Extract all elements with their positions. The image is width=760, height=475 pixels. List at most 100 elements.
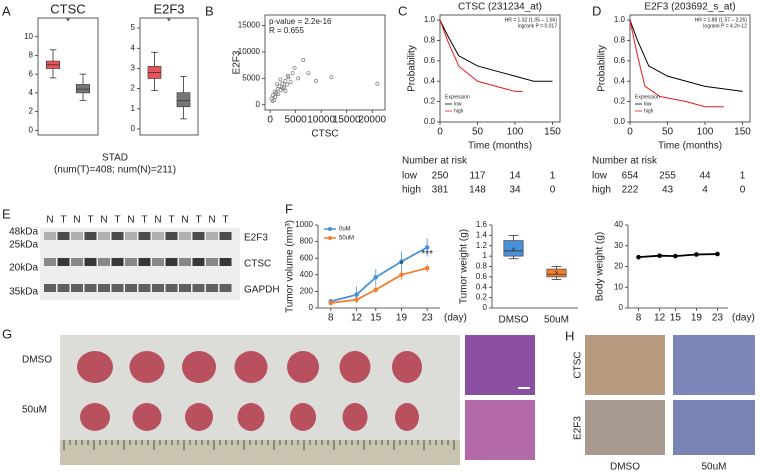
x-tick-label: 0	[627, 127, 633, 138]
point	[283, 79, 288, 83]
point	[424, 265, 430, 271]
point	[399, 272, 404, 278]
risk-row-label: high	[592, 185, 611, 196]
tumor	[287, 351, 319, 383]
x-tick-label: 150	[544, 127, 561, 138]
annotation: HR = 1.32 (1.05 – 1.66)	[505, 17, 558, 23]
x-tick-label: 5000	[285, 115, 308, 126]
chart-title: E2F3 (203692_s_at)	[644, 2, 735, 13]
plot-frame	[37, 17, 99, 136]
y-axis-label: Tumor volume (mm³)	[285, 220, 296, 313]
blot-band	[192, 284, 205, 292]
x-tick-label: 20000	[358, 115, 386, 126]
point	[285, 82, 289, 87]
y-tick-label: 0.2	[424, 97, 436, 106]
x-axis-label: Time (months)	[658, 141, 722, 152]
point	[715, 251, 720, 257]
blot-band	[165, 284, 178, 292]
risk-value: 654	[622, 171, 639, 182]
point	[301, 57, 306, 62]
y-tick-label: 0.4	[476, 282, 488, 291]
risk-title: Number at risk	[402, 156, 468, 167]
point	[306, 71, 311, 76]
point	[673, 253, 678, 259]
point	[694, 252, 699, 257]
lane-label: T	[141, 215, 147, 226]
blot-band	[152, 258, 164, 266]
y-tick-label: 0	[619, 303, 624, 312]
x-axis-label: Time (months)	[468, 141, 532, 152]
protein-label: GAPDH	[244, 285, 280, 296]
lane-label: T	[87, 215, 93, 226]
blot-band	[84, 232, 97, 240]
tumor	[342, 403, 368, 431]
ihc-row-label: E2F3	[573, 416, 584, 440]
tumor	[290, 403, 316, 431]
risk-value: 43	[662, 185, 674, 196]
y-tick-label: 0.4	[424, 76, 436, 85]
y-tick-label: 0.6	[424, 56, 436, 65]
blot-band	[71, 258, 83, 266]
point	[290, 71, 295, 76]
point	[283, 89, 288, 93]
lane-label: T	[168, 215, 174, 226]
risk-value: 14	[509, 171, 521, 182]
blot-band	[152, 284, 164, 292]
x-tick-label: 100	[697, 127, 714, 138]
blot-band	[98, 284, 110, 292]
lane-label: T	[60, 215, 66, 226]
y-tick-label: 0.8	[476, 262, 488, 271]
legend-label: low	[454, 101, 462, 107]
marker-label: 20kDa	[9, 263, 38, 274]
blot-band	[138, 232, 151, 240]
point	[328, 300, 334, 306]
stad-subtitle: (num(T)=408; num(N)=211)	[54, 165, 176, 176]
y-tick-label: 1.0	[424, 15, 436, 24]
legend-marker	[328, 236, 332, 240]
y-tick-label: 0.6	[476, 272, 488, 281]
point	[277, 84, 282, 89]
y-tick-label: 200	[300, 287, 314, 296]
marker-label: 35kDa	[9, 287, 38, 298]
blot-band	[165, 232, 178, 240]
blot-band	[138, 258, 151, 266]
y-axis-label: Body weight (g)	[595, 232, 606, 301]
y-tick-label: 0.4	[614, 76, 626, 85]
marker-label: 25kDa	[9, 240, 38, 251]
y-tick-label: 10000	[238, 47, 261, 56]
tumor	[80, 403, 110, 431]
ihc-col-label: DMSO	[610, 462, 640, 473]
group-label: 50uM	[22, 405, 47, 416]
histology-50um	[465, 400, 535, 460]
y-tick-label: 0	[29, 125, 34, 134]
box	[75, 84, 91, 94]
y-axis-label: E2F3	[232, 50, 243, 74]
y-axis-label: Probability	[597, 45, 608, 92]
blot-band	[125, 232, 137, 240]
risk-value: 1	[550, 171, 556, 182]
panel-label: F	[285, 201, 293, 216]
y-tick-label: 5	[131, 23, 136, 32]
x-tick-label: 15	[670, 313, 682, 324]
risk-value: 381	[432, 185, 449, 196]
lane-label: T	[222, 215, 228, 226]
panel-label: D	[592, 3, 601, 18]
lane-label: T	[114, 215, 120, 226]
series-line	[638, 253, 718, 259]
point	[278, 77, 283, 82]
risk-row-label: high	[402, 185, 421, 196]
y-tick-label: 0.0	[614, 117, 626, 126]
point	[281, 85, 286, 90]
ihc-ctsc-50um	[673, 335, 755, 395]
blot-band	[57, 284, 70, 292]
x-tick-label: 50uM	[544, 315, 569, 326]
blot-band	[84, 258, 97, 266]
x-tick-label: 12	[351, 313, 363, 324]
blot-band	[71, 284, 83, 292]
blot-band	[98, 258, 110, 266]
y-tick-label: 1000	[295, 220, 313, 229]
x-tick-label: 8	[328, 313, 334, 324]
annotation: logrank P = 4.2e-12	[703, 23, 747, 29]
lane-label: N	[208, 215, 215, 226]
